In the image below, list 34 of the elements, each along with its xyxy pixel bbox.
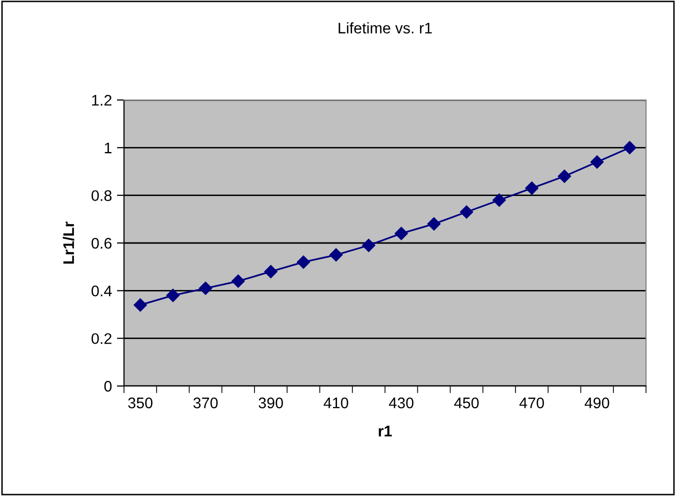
y-tick-label: 0.8 (92, 190, 112, 202)
y-tick-label: 1.2 (92, 94, 112, 106)
point (558, 170, 572, 183)
y-tick-label: 0.6 (92, 238, 112, 249)
point (264, 265, 278, 278)
x-tick-label: 450 (454, 398, 479, 408)
point (590, 155, 604, 169)
point (460, 205, 474, 219)
y-tick-label: 0.2 (92, 333, 112, 344)
point (394, 226, 408, 240)
point (134, 298, 147, 312)
x-tick-label: 390 (258, 398, 283, 408)
point (198, 282, 212, 295)
x-tick-label: 370 (193, 398, 218, 408)
y-tick-label: 1 (104, 142, 112, 154)
point (232, 274, 245, 288)
point (362, 238, 376, 252)
point (296, 255, 310, 269)
x-tick-label: 430 (388, 398, 414, 408)
point (492, 194, 506, 207)
y-tick-label: 0.4 (92, 286, 112, 296)
x-axis-title: r1 (378, 426, 392, 436)
x-tick-label: 490 (584, 398, 610, 408)
x-tick-label: 350 (128, 398, 152, 408)
chart-title: Lifetime vs. r1 (338, 22, 432, 34)
y-tick-label: 0 (104, 380, 112, 392)
point (525, 182, 538, 195)
point (166, 288, 180, 302)
x-tick-label: 410 (324, 398, 348, 408)
y-axis-title: Lr1/Lr (62, 222, 74, 264)
x-tick-label: 470 (519, 398, 544, 408)
point (329, 248, 343, 262)
point (427, 217, 441, 231)
point (623, 141, 636, 154)
